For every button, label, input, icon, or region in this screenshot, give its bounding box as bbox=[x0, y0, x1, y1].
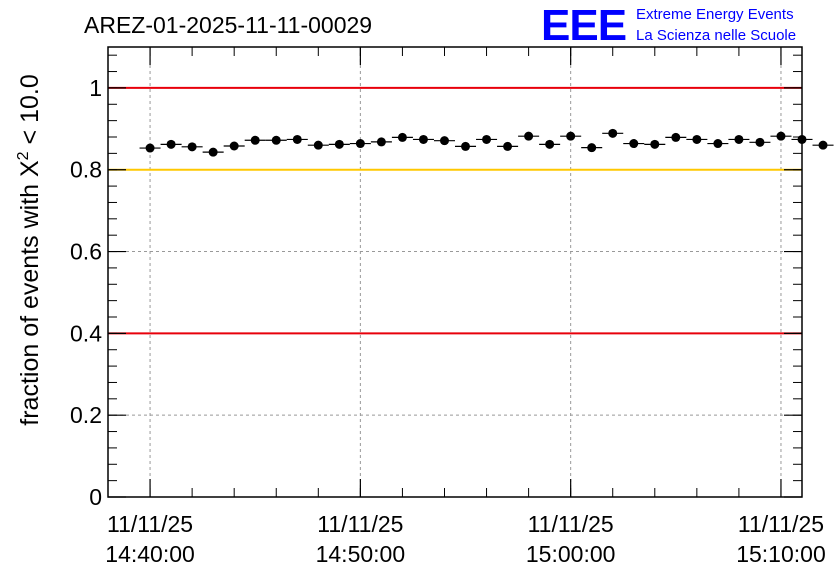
y-axis-ticks: 0 0.2 0.4 0.6 0.8 1 bbox=[70, 54, 802, 510]
data-point bbox=[587, 143, 597, 153]
x-tick-label-date: 11/11/25 bbox=[528, 511, 614, 537]
y-tick-label: 0.4 bbox=[70, 320, 102, 346]
x-tick-label-time: 15:10:00 bbox=[736, 541, 826, 567]
data-point bbox=[418, 134, 428, 144]
y-tick-label: 0.6 bbox=[70, 239, 102, 265]
data-point bbox=[692, 134, 702, 144]
grid-lines bbox=[108, 47, 802, 497]
y-axis-label-tail: < 10.0 bbox=[16, 74, 44, 151]
data-point bbox=[671, 132, 681, 142]
data-point bbox=[208, 147, 218, 157]
data-point bbox=[524, 131, 534, 141]
data-point bbox=[776, 131, 786, 141]
y-axis-label-main: fraction of events with X bbox=[16, 160, 44, 426]
x-tick-label-date: 11/11/25 bbox=[317, 511, 403, 537]
reference-lines bbox=[108, 86, 802, 335]
eee-logo: EEE Extreme Energy Events La Scienza nel… bbox=[541, 1, 796, 50]
data-point bbox=[229, 141, 239, 151]
data-point bbox=[755, 137, 765, 147]
data-point bbox=[334, 139, 344, 149]
x-tick-label-time: 14:40:00 bbox=[105, 541, 195, 567]
plot-frame bbox=[107, 46, 803, 498]
y-tick-label: 0.8 bbox=[70, 157, 102, 183]
data-point bbox=[376, 137, 386, 147]
y-tick-label: 0.2 bbox=[70, 402, 102, 428]
x-axis-ticks: 11/11/25 14:40:00 11/11/25 14:50:00 11/11/25… bbox=[105, 47, 826, 567]
x-tick-label-date: 11/11/25 bbox=[107, 511, 193, 537]
data-point bbox=[187, 142, 197, 152]
x-tick-label-time: 15:00:00 bbox=[526, 541, 616, 567]
data-point bbox=[566, 131, 576, 141]
data-point bbox=[482, 134, 492, 144]
data-point bbox=[313, 140, 323, 150]
x-tick-label-date: 11/11/25 bbox=[738, 511, 824, 537]
logo-line1: Extreme Energy Events bbox=[636, 6, 794, 23]
data-point bbox=[145, 143, 155, 153]
data-point bbox=[250, 135, 260, 145]
chart-title: AREZ-01-2025-11-11-00029 bbox=[84, 12, 372, 38]
y-tick-label: 0 bbox=[89, 484, 102, 510]
data-point bbox=[461, 141, 471, 151]
logo-letters: EEE bbox=[541, 1, 626, 50]
y-axis-label-sup: 2 bbox=[15, 151, 32, 160]
data-point bbox=[629, 139, 639, 149]
data-point bbox=[545, 139, 555, 149]
data-point bbox=[292, 134, 302, 144]
data-point bbox=[355, 139, 365, 149]
data-point bbox=[818, 140, 828, 150]
data-point bbox=[608, 128, 618, 138]
data-point bbox=[734, 134, 744, 144]
y-tick-label: 1 bbox=[89, 75, 102, 101]
data-point bbox=[503, 141, 513, 151]
data-point bbox=[713, 139, 723, 149]
data-points bbox=[139, 128, 834, 157]
x-tick-label-time: 14:50:00 bbox=[316, 541, 406, 567]
data-point bbox=[439, 136, 449, 146]
logo-line2: La Scienza nelle Scuole bbox=[636, 27, 796, 44]
y-axis-label: fraction of events with X2 < 10.0 bbox=[15, 74, 44, 425]
data-point bbox=[397, 132, 407, 142]
data-point bbox=[271, 135, 281, 145]
data-point bbox=[166, 139, 176, 149]
data-point bbox=[650, 139, 660, 149]
